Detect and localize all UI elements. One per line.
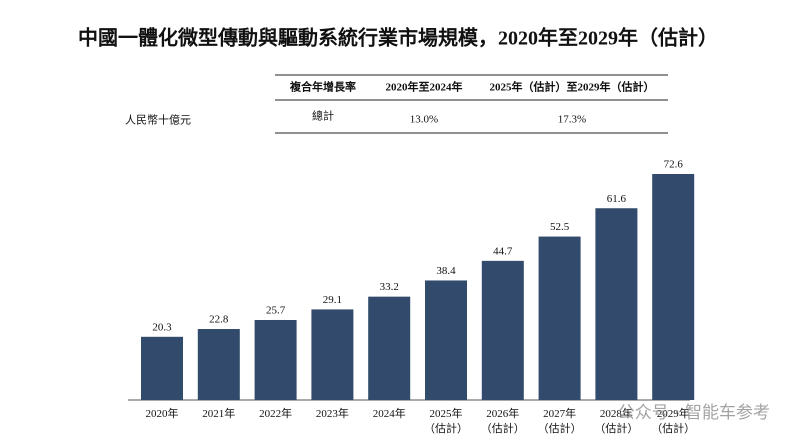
value-label: 61.6: [607, 193, 627, 205]
bar: [197, 329, 240, 400]
bar: [481, 260, 524, 400]
x-tick-label: 2022年: [259, 406, 292, 420]
x-tick-label: 2020年: [146, 406, 179, 420]
value-label: 22.8: [209, 314, 229, 326]
table-header: 2020年至2024年: [386, 80, 463, 94]
unit-label: 人民幣十億元: [125, 113, 191, 127]
x-tick-label: 2024年: [373, 406, 406, 420]
x-tick-label: 2028年（估計）: [594, 406, 638, 435]
bar: [368, 296, 411, 400]
x-tick-label: 2026年（估計）: [481, 406, 525, 435]
table-cell: 17.3%: [558, 114, 586, 126]
value-label: 52.5: [550, 221, 570, 233]
watermark: 公众号 · 智能车参考: [618, 403, 770, 423]
x-tick-label: 2027年（估計）: [538, 406, 582, 435]
bar: [311, 309, 354, 400]
chart-title: 中國一體化微型傳動與驅動系統行業市場規模，2020年至2029年（估計）: [78, 26, 718, 50]
x-tick-label: 2029年（估計）: [651, 406, 695, 435]
x-tick-label: 2023年: [316, 406, 349, 420]
bar: [425, 280, 467, 400]
bar: [141, 336, 183, 400]
value-label: 20.3: [152, 321, 172, 333]
value-label: 38.4: [436, 265, 456, 277]
bar: [254, 319, 297, 400]
bar: [595, 208, 638, 400]
table-header: 2025年（估計）至2029年（估計）: [490, 80, 655, 94]
table-header: 複合年增長率: [289, 80, 356, 94]
bar: [538, 236, 581, 400]
value-label: 29.1: [323, 294, 342, 306]
value-label: 72.6: [664, 159, 684, 171]
bar: [652, 174, 695, 400]
value-label: 44.7: [493, 245, 513, 257]
table-cell: 總計: [312, 109, 334, 123]
value-label: 33.2: [380, 281, 399, 293]
table-cell: 13.0%: [410, 114, 438, 126]
x-tick-label: 2021年: [202, 406, 235, 420]
x-tick-label: 2025年（估計）: [424, 406, 468, 435]
value-label: 25.7: [266, 305, 286, 317]
